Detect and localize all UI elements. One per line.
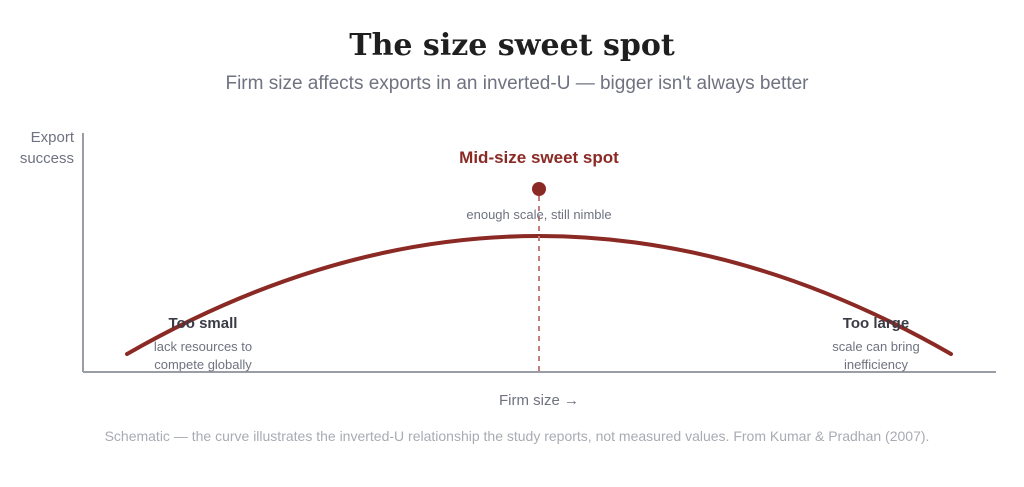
too-large-note-line1: scale can bring: [832, 339, 919, 354]
footnote: Schematic — the curve illustrates the in…: [104, 428, 930, 444]
too-large-title: Too large: [843, 315, 909, 332]
too-small-title: Too small: [169, 315, 238, 332]
too-large-note-line2: inefficiency: [844, 357, 909, 372]
x-axis-label: Firm size →: [499, 392, 579, 409]
peak-title: Mid-size sweet spot: [459, 148, 619, 167]
page-title: The size sweet spot: [349, 28, 675, 63]
page-subtitle: Firm size affects exports in an inverted…: [225, 73, 809, 94]
y-axis-label-line2: success: [20, 150, 74, 167]
peak-note: enough scale, still nimble: [466, 207, 611, 222]
too-small-note-line1: lack resources to: [154, 339, 252, 354]
too-small-note-line2: compete globally: [154, 357, 252, 372]
y-axis-label-line1: Export: [31, 129, 75, 146]
peak-dot: [532, 182, 546, 196]
